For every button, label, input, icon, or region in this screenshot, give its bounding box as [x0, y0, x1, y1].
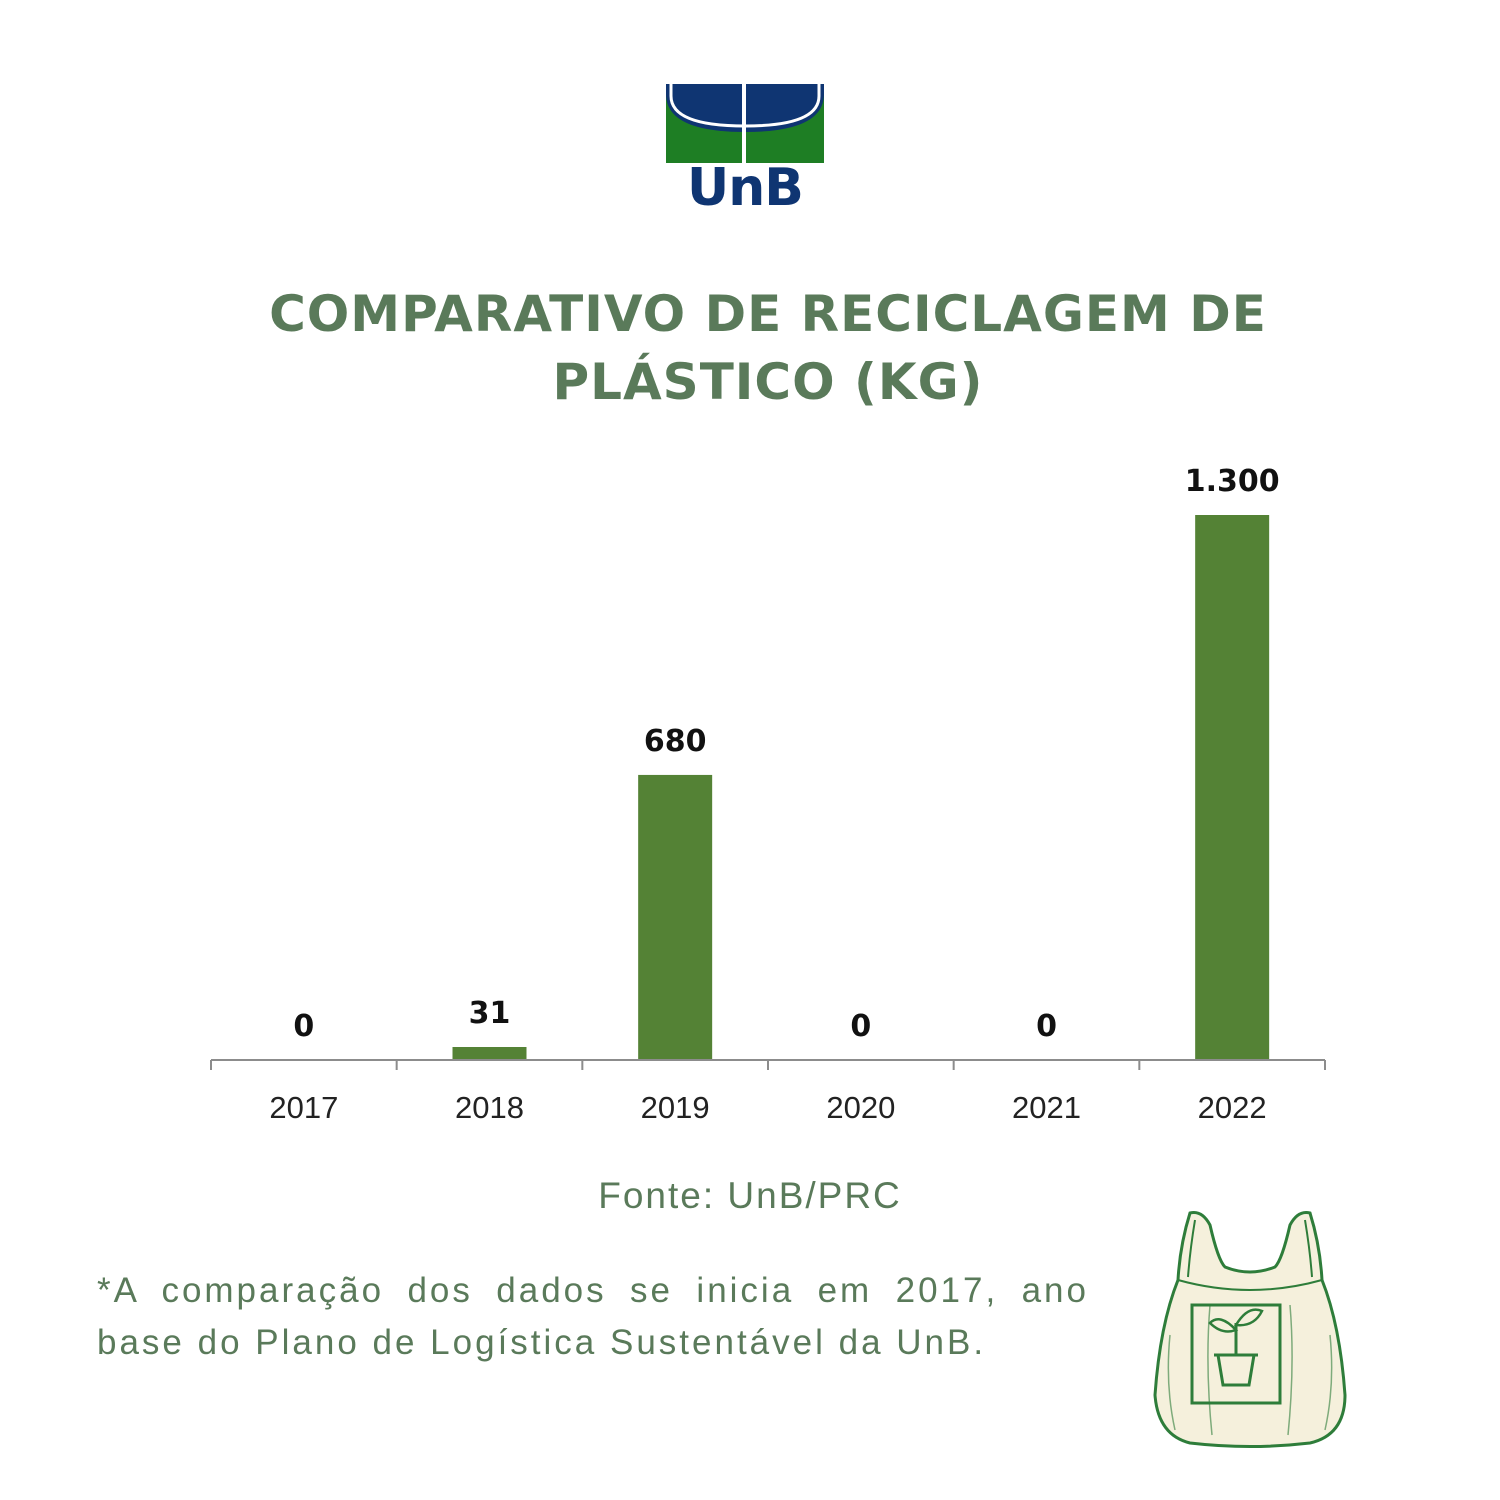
value-labels-group: 0 31 680 0 0 1.300 [293, 464, 1279, 1044]
category-label-2019: 2019 [641, 1090, 710, 1125]
bar-2018 [452, 1047, 527, 1060]
value-label-2020: 0 [850, 1009, 871, 1044]
footnote-text: *A comparação dos dados se inicia em 201… [97, 1271, 1089, 1362]
bar-chart: 0 31 680 0 0 1.300 2017 2018 2019 2020 2021 2022 [210, 464, 1326, 1125]
source-text: Fonte: UnB/PRC [598, 1175, 902, 1216]
category-label-2021: 2021 [1012, 1090, 1081, 1125]
bar-2022 [1195, 515, 1270, 1060]
unb-logo [666, 84, 824, 163]
x-axis-ticks [210, 1060, 1326, 1070]
category-label-2020: 2020 [826, 1090, 895, 1125]
value-label-2018: 31 [469, 996, 511, 1031]
value-label-2019: 680 [644, 724, 707, 759]
value-label-2022: 1.300 [1185, 464, 1280, 499]
bar-2019 [638, 774, 713, 1060]
category-label-2017: 2017 [269, 1090, 338, 1125]
category-labels-group: 2017 2018 2019 2020 2021 2022 [269, 1090, 1266, 1125]
logo-text: UnB [687, 158, 804, 218]
category-label-2018: 2018 [455, 1090, 524, 1125]
bars-group [452, 515, 1270, 1060]
value-label-2017: 0 [293, 1009, 314, 1044]
value-label-2021: 0 [1036, 1009, 1057, 1044]
chart-title: COMPARATIVO DE RECICLAGEM DE PLÁSTICO (K… [269, 285, 1267, 411]
plastic-bag-plant-icon [1153, 1211, 1347, 1448]
category-label-2022: 2022 [1198, 1090, 1267, 1125]
